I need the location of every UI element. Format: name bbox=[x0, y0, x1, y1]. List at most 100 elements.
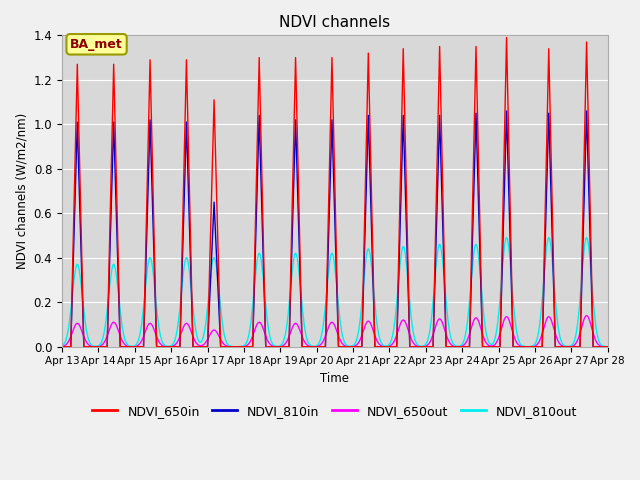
NDVI_810in bbox=[472, 110, 480, 116]
NDVI_810in bbox=[545, 110, 552, 116]
NDVI_650in bbox=[335, 344, 342, 349]
NDVI_810in bbox=[292, 117, 300, 123]
NDVI_650out bbox=[465, 332, 473, 337]
NDVI_810in bbox=[371, 344, 379, 349]
NDVI_650in bbox=[298, 344, 306, 349]
NDVI_810in bbox=[442, 344, 450, 349]
NDVI_650in bbox=[583, 39, 591, 45]
NDVI_810in bbox=[176, 344, 184, 349]
NDVI_810in bbox=[249, 344, 257, 349]
NDVI_810in bbox=[80, 344, 88, 349]
NDVI_810out bbox=[267, 336, 275, 342]
NDVI_810in bbox=[285, 344, 293, 349]
Y-axis label: NDVI channels (W/m2/nm): NDVI channels (W/m2/nm) bbox=[15, 113, 28, 269]
NDVI_650out bbox=[583, 312, 591, 318]
NDVI_810in bbox=[576, 344, 584, 349]
NDVI_810in bbox=[496, 344, 504, 349]
NDVI_810in bbox=[217, 344, 225, 349]
Line: NDVI_650out: NDVI_650out bbox=[62, 315, 608, 347]
NDVI_650in bbox=[393, 344, 401, 349]
NDVI_810in bbox=[328, 117, 336, 123]
NDVI_810in bbox=[103, 344, 111, 349]
NDVI_810in bbox=[116, 344, 124, 349]
NDVI_650in bbox=[604, 344, 612, 349]
X-axis label: Time: Time bbox=[321, 372, 349, 385]
NDVI_650in bbox=[103, 344, 111, 349]
NDVI_810in bbox=[583, 108, 591, 114]
NDVI_810in bbox=[604, 344, 612, 349]
NDVI_650in bbox=[509, 344, 517, 349]
NDVI_650in bbox=[110, 61, 118, 67]
NDVI_810in bbox=[204, 344, 211, 349]
NDVI_650in bbox=[74, 61, 81, 67]
NDVI_650in bbox=[153, 344, 161, 349]
NDVI_810in bbox=[298, 344, 306, 349]
Line: NDVI_650in: NDVI_650in bbox=[62, 37, 608, 347]
NDVI_650in bbox=[371, 344, 379, 349]
NDVI_650out bbox=[267, 342, 275, 348]
NDVI_650out bbox=[604, 344, 612, 349]
NDVI_810out bbox=[385, 341, 393, 347]
NDVI_810out bbox=[157, 336, 165, 341]
NDVI_650in bbox=[472, 44, 480, 49]
NDVI_650in bbox=[466, 344, 474, 349]
NDVI_810in bbox=[365, 112, 372, 118]
NDVI_810out bbox=[58, 343, 66, 348]
NDVI_650in bbox=[538, 344, 546, 349]
NDVI_650in bbox=[399, 46, 407, 51]
NDVI_810in bbox=[335, 344, 342, 349]
NDVI_650in bbox=[479, 344, 486, 349]
NDVI_650out bbox=[507, 323, 515, 328]
NDVI_650in bbox=[146, 57, 154, 63]
NDVI_810in bbox=[140, 344, 147, 349]
NDVI_810in bbox=[552, 344, 559, 349]
NDVI_650in bbox=[249, 344, 257, 349]
NDVI_650out bbox=[385, 343, 393, 349]
NDVI_810in bbox=[589, 344, 597, 349]
NDVI_650in bbox=[204, 344, 211, 349]
NDVI_810out bbox=[233, 344, 241, 349]
NDVI_810out bbox=[604, 344, 612, 349]
NDVI_810in bbox=[406, 344, 413, 349]
NDVI_650in bbox=[442, 344, 450, 349]
NDVI_650in bbox=[262, 344, 269, 349]
NDVI_810in bbox=[436, 112, 444, 118]
NDVI_810in bbox=[182, 119, 190, 125]
NDVI_650in bbox=[67, 344, 75, 349]
NDVI_650in bbox=[116, 344, 124, 349]
NDVI_650in bbox=[496, 344, 504, 349]
NDVI_650out bbox=[232, 344, 240, 349]
NDVI_650in bbox=[406, 344, 413, 349]
NDVI_650in bbox=[545, 46, 552, 51]
NDVI_810in bbox=[153, 344, 161, 349]
NDVI_810in bbox=[255, 112, 263, 118]
NDVI_650in bbox=[321, 344, 329, 349]
NDVI_650in bbox=[365, 50, 372, 56]
Text: BA_met: BA_met bbox=[70, 38, 123, 51]
NDVI_810in bbox=[429, 344, 437, 349]
NDVI_650in bbox=[189, 344, 197, 349]
NDVI_810out bbox=[545, 235, 552, 240]
NDVI_650in bbox=[292, 55, 300, 60]
NDVI_650in bbox=[576, 344, 584, 349]
Line: NDVI_810in: NDVI_810in bbox=[62, 111, 608, 347]
NDVI_810in bbox=[358, 344, 365, 349]
Line: NDVI_810out: NDVI_810out bbox=[62, 238, 608, 347]
NDVI_810in bbox=[110, 119, 118, 125]
NDVI_810out bbox=[465, 301, 473, 307]
NDVI_650in bbox=[217, 344, 225, 349]
NDVI_810in bbox=[262, 344, 269, 349]
NDVI_810in bbox=[502, 108, 510, 114]
NDVI_810in bbox=[509, 344, 517, 349]
NDVI_810in bbox=[146, 117, 154, 123]
NDVI_810in bbox=[538, 344, 546, 349]
NDVI_810in bbox=[479, 344, 486, 349]
NDVI_650in bbox=[589, 344, 597, 349]
NDVI_650in bbox=[328, 55, 336, 60]
NDVI_810in bbox=[393, 344, 401, 349]
NDVI_810in bbox=[211, 199, 218, 205]
NDVI_650out bbox=[157, 342, 165, 348]
NDVI_650in bbox=[58, 344, 66, 349]
NDVI_650in bbox=[358, 344, 365, 349]
NDVI_650in bbox=[429, 344, 437, 349]
